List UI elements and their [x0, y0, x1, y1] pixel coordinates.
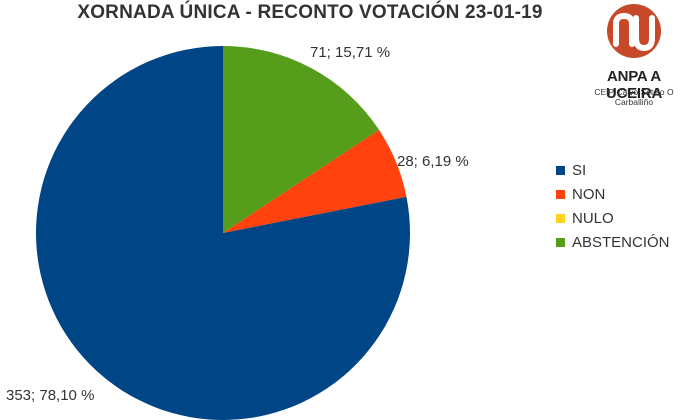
legend-item: NULO: [556, 206, 670, 230]
legend-label: ABSTENCIÓN: [572, 233, 670, 251]
legend-swatch: [556, 213, 565, 223]
logo-mark: [607, 4, 661, 58]
pie-data-labels: 353; 78,10 % 28; 6,19 % 71; 15,71 %: [6, 44, 469, 404]
pie-slice-abstenci-n: [223, 46, 380, 233]
legend-swatch: [556, 189, 565, 199]
legend-item: NON: [556, 182, 670, 206]
legend-item: ABSTENCIÓN: [556, 230, 670, 254]
chart-legend: SI NON NULO ABSTENCIÓN: [556, 158, 670, 254]
legend-label: NON: [572, 185, 606, 203]
logo-subtitle: CEIP Calvo Sotelo O Carballiño: [594, 87, 674, 107]
legend-swatch: [556, 165, 565, 175]
pie-slice-non: [223, 129, 407, 233]
chart-title: XORNADA ÚNICA - RECONTO VOTACIÓN 23-01-1…: [77, 2, 543, 23]
data-label-abstenci-n: 71; 15,71 %: [310, 44, 390, 61]
logo-name: ANPA A UCEIRA: [605, 68, 663, 102]
logo-nu-icon: [613, 12, 655, 52]
pie-slices: [36, 46, 410, 420]
legend-swatch: [556, 237, 565, 247]
data-label-non: 28; 6,19 %: [397, 153, 469, 170]
legend-label: NULO: [572, 209, 614, 227]
data-label-si: 353; 78,10 %: [6, 387, 94, 404]
anpa-logo: ANPA A UCEIRA CEIP Calvo Sotelo O Carbal…: [580, 4, 688, 107]
pie-slice-si: [36, 46, 410, 420]
legend-item: SI: [556, 158, 670, 182]
legend-label: SI: [572, 161, 587, 179]
